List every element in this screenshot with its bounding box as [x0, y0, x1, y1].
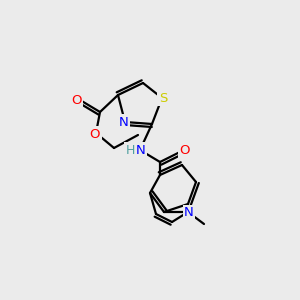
- Text: N: N: [136, 143, 146, 157]
- Text: N: N: [184, 206, 194, 220]
- Text: O: O: [180, 145, 190, 158]
- Text: S: S: [159, 92, 167, 104]
- Text: O: O: [71, 94, 81, 106]
- Text: H: H: [125, 143, 135, 157]
- Text: N: N: [119, 116, 129, 128]
- Text: O: O: [90, 128, 100, 140]
